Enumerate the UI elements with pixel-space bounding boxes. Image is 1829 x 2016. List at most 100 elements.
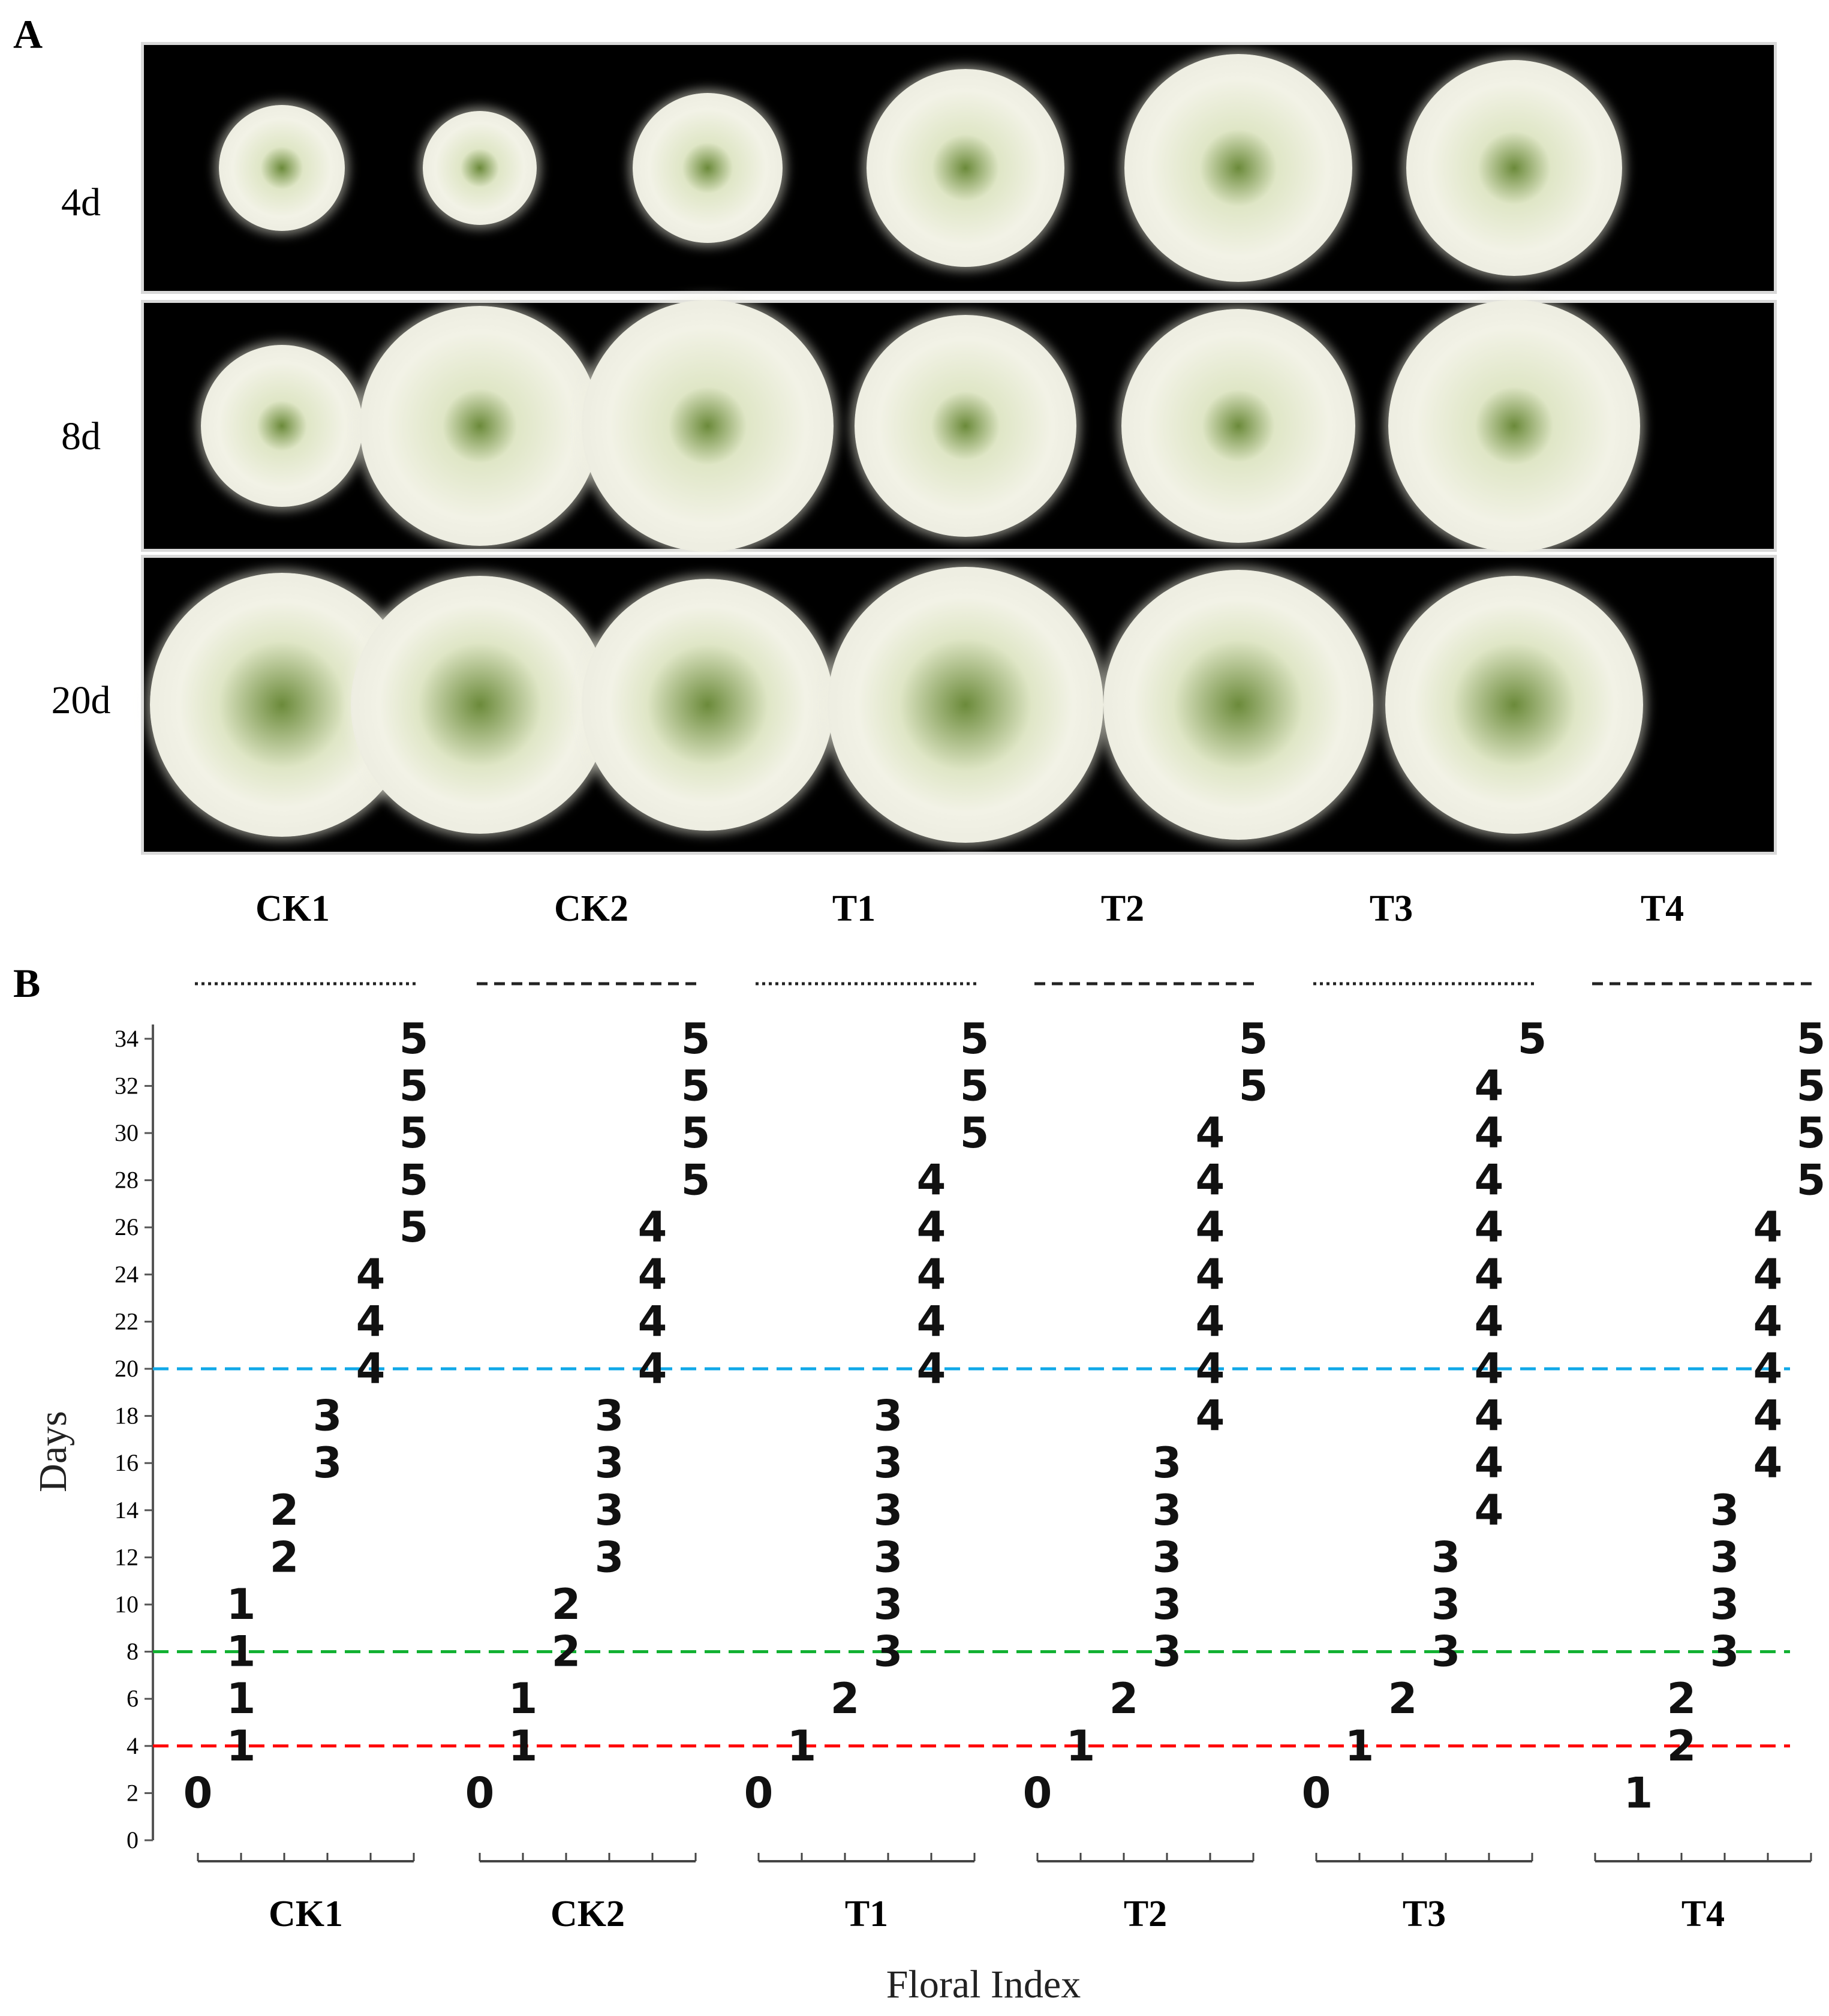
floral-index-point: 5 [1239,1061,1268,1110]
floral-index-point: 1 [1345,1721,1374,1771]
floral-index-point: 3 [1153,1533,1182,1582]
floral-index-chart: 0246810121416182022242628303234DaysCK101… [31,982,1826,2006]
floral-index-point: 3 [1153,1580,1182,1629]
treatment-label-ck2: CK2 [554,888,628,929]
floral-index-point: 3 [595,1533,624,1582]
y-tick-label: 0 [127,1826,139,1853]
y-tick-label: 30 [115,1119,139,1146]
flower-photo [828,567,1103,843]
floral-index-point: 3 [1710,1627,1740,1677]
floral-index-point: 4 [917,1250,946,1299]
floral-index-point: 4 [638,1250,667,1299]
floral-index-point: 3 [874,1580,903,1629]
y-tick-label: 22 [115,1308,139,1335]
flower-photo [1124,54,1352,282]
floral-index-point: 4 [1475,1486,1504,1535]
floral-index-point: 1 [1066,1721,1096,1771]
floral-index-point: 4 [1475,1297,1504,1346]
flower-photo [1406,60,1622,276]
floral-index-point: 4 [1753,1392,1783,1441]
floral-index-point: 3 [1153,1486,1182,1535]
y-axis-title: Days [31,1411,75,1492]
group-label: T3 [1403,1894,1446,1934]
floral-index-point: 4 [1196,1156,1225,1205]
y-tick-label: 2 [127,1779,139,1806]
floral-index-point: 5 [960,1061,989,1110]
floral-index-point: 3 [595,1438,624,1488]
floral-index-point: 1 [227,1721,256,1771]
floral-index-point: 3 [1431,1580,1461,1629]
floral-index-point: 4 [1196,1108,1225,1158]
floral-index-point: 2 [1109,1674,1139,1723]
flower-photo [582,300,834,552]
floral-index-point: 5 [1797,1156,1826,1205]
row-label-8d: 8d [61,414,101,458]
treatment-label-ck1: CK1 [255,888,330,929]
floral-index-point: 4 [917,1203,946,1252]
floral-index-point: 4 [1753,1297,1783,1346]
floral-index-point: 1 [787,1721,817,1771]
floral-index-point: 2 [1388,1674,1418,1723]
photo-row-4d [141,42,1777,294]
floral-index-point: 0 [1023,1768,1052,1817]
floral-index-point: 4 [356,1250,386,1299]
floral-index-point: 3 [1710,1580,1740,1629]
floral-index-point: 1 [509,1674,538,1723]
floral-index-point: 4 [1475,1108,1504,1158]
floral-index-point: 4 [1475,1344,1504,1393]
row-label-4d: 4d [61,181,101,224]
floral-index-point: 2 [270,1533,299,1582]
floral-index-point: 1 [227,1674,256,1723]
floral-index-point: 3 [1153,1627,1182,1677]
floral-index-point: 3 [595,1486,624,1535]
flower-photo [201,345,363,507]
floral-index-point: 4 [638,1344,667,1393]
y-tick-label: 26 [115,1213,139,1240]
y-tick-label: 6 [127,1685,139,1712]
floral-index-point: 4 [1475,1392,1504,1441]
floral-index-point: 5 [1239,1014,1268,1063]
flower-photo [582,579,834,831]
floral-index-point: 5 [960,1108,989,1158]
row-label-20d: 20d [51,678,111,722]
floral-index-point: 0 [744,1768,774,1817]
floral-index-point: 4 [1196,1297,1225,1346]
floral-index-point: 4 [1475,1156,1504,1205]
flower-photo [219,105,345,231]
group-label: CK1 [269,1894,343,1934]
floral-index-point: 4 [917,1156,946,1205]
floral-index-point: 1 [227,1627,256,1677]
floral-index-point: 4 [1475,1203,1504,1252]
y-tick-label: 18 [115,1402,139,1429]
floral-index-point: 4 [1196,1392,1225,1441]
y-tick-label: 24 [115,1261,139,1288]
floral-index-point: 5 [1518,1014,1547,1063]
floral-index-point: 0 [1302,1768,1331,1817]
floral-index-point: 4 [1753,1250,1783,1299]
flower-photo [867,69,1064,267]
y-tick-label: 34 [115,1025,139,1052]
floral-index-point: 4 [356,1344,386,1393]
floral-index-point: 3 [595,1392,624,1441]
floral-index-point: 4 [356,1297,386,1346]
floral-index-point: 5 [399,1061,429,1110]
treatment-label-t3: T3 [1369,888,1413,929]
floral-index-point: 3 [313,1392,342,1441]
floral-index-point: 3 [1431,1627,1461,1677]
photo-row-8d [141,300,1777,552]
floral-index-point: 4 [638,1203,667,1252]
floral-index-point: 2 [831,1674,860,1723]
floral-index-point: 2 [270,1486,299,1535]
floral-index-point: 4 [1475,1250,1504,1299]
floral-index-point: 4 [1753,1344,1783,1393]
treatment-label-t4: T4 [1640,888,1684,929]
floral-index-point: 4 [1196,1203,1225,1252]
floral-index-point: 3 [874,1533,903,1582]
treatment-label-t2: T2 [1100,888,1145,929]
group-label: T4 [1681,1894,1725,1934]
y-tick-label: 4 [127,1732,139,1759]
group-label: T2 [1124,1894,1167,1934]
group-label: T1 [845,1894,888,1934]
floral-index-point: 5 [399,1203,429,1252]
flower-photo [855,315,1076,537]
